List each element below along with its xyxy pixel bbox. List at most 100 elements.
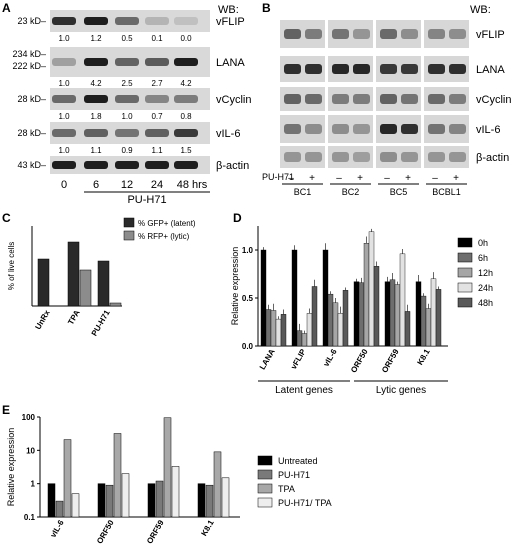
quant-value: 2.7 <box>151 79 163 88</box>
blot-band <box>428 152 445 162</box>
blot-band <box>52 95 76 103</box>
sign-plus: + <box>309 173 315 184</box>
bar <box>296 330 303 347</box>
panel-d: D 0.0 0.5 1.0 Relative expression LANA vFLIP v… <box>230 208 520 398</box>
blot-band <box>115 161 139 169</box>
bar <box>275 318 282 347</box>
blot-band <box>332 64 349 74</box>
group-label: Lytic genes <box>376 385 426 396</box>
quant-value: 0.1 <box>151 34 163 43</box>
kd-marker: 23 kD– <box>17 16 46 26</box>
protein-label: vCyclin <box>216 94 251 106</box>
blot-band <box>305 64 322 74</box>
blot-band <box>284 29 301 39</box>
protein-label: β-actin <box>476 152 509 164</box>
bar <box>109 302 122 307</box>
category-label: PU-H71 <box>90 308 112 338</box>
blot-band <box>115 95 139 103</box>
cell-line-label: BC1 <box>294 187 312 197</box>
timepoint-label: 0 <box>61 179 67 191</box>
blot-strip <box>424 146 469 168</box>
legend-swatch <box>457 267 473 278</box>
bar <box>67 241 80 307</box>
bar <box>425 308 432 347</box>
y-tick-label: 1.0 <box>242 246 254 255</box>
blot-band <box>115 17 139 25</box>
timepoint-label: 48 hrs <box>177 179 208 191</box>
bar <box>373 266 380 347</box>
legend-label: % GFP+ (latent) <box>138 219 196 228</box>
bar <box>322 249 329 347</box>
legend-label: 12h <box>478 268 493 278</box>
blot-band <box>115 129 139 137</box>
blot-band <box>84 58 108 66</box>
panel-b-wb-label: WB: <box>470 4 491 16</box>
bar <box>147 483 156 518</box>
blot-band <box>52 58 76 66</box>
bar <box>399 253 406 347</box>
legend-swatch <box>257 483 273 494</box>
blot-band <box>52 161 76 169</box>
blot-band <box>449 124 466 134</box>
panel-e-chart: 0.1 1 10 100 Relative expression vIL-6 ORF50 OR… <box>6 413 332 545</box>
blot-band <box>115 58 139 66</box>
panel-a: A WB: 23 kD– vFLIP 1.0 1.2 0.5 0.1 0.0 234 kD– 2… <box>0 0 260 205</box>
blot-band <box>449 152 466 162</box>
kd-marker: 222 kD– <box>12 61 46 71</box>
category-label: ORF50 <box>349 347 370 374</box>
bar <box>384 281 391 347</box>
blot-band <box>174 95 198 103</box>
bar <box>221 477 230 518</box>
kd-marker: 43 kD– <box>17 160 46 170</box>
blot-band <box>401 29 418 39</box>
panel-e-letter: E <box>2 403 11 417</box>
timepoint-label: 6 <box>93 179 99 191</box>
protein-label: LANA <box>216 57 245 69</box>
blot-band <box>332 94 349 104</box>
bar <box>213 451 222 518</box>
legend-label: TPA <box>278 484 295 494</box>
bar <box>97 260 110 307</box>
bar <box>327 293 334 347</box>
blot-band <box>174 129 198 137</box>
blot-band <box>305 124 322 134</box>
blot-band <box>380 124 397 134</box>
panel-a-letter: A <box>2 1 11 15</box>
blot-band <box>174 17 198 25</box>
quant-value: 1.1 <box>90 146 102 155</box>
blot-band <box>353 152 370 162</box>
cell-line-label: BCBL1 <box>432 187 461 197</box>
bar <box>71 493 80 518</box>
bar <box>363 243 370 347</box>
legend-swatch <box>257 455 273 466</box>
blot-band <box>84 95 108 103</box>
protein-label: vFLIP <box>216 16 245 28</box>
category-label: TPA <box>66 308 82 326</box>
treatment-label: PU-H71 <box>262 172 294 182</box>
bar <box>260 249 267 347</box>
panel-c-chart: % of live cells UnRx TPA PU-H71 % GFP+ (late… <box>7 217 196 338</box>
category-label: ORF50 <box>95 518 116 545</box>
legend-swatch <box>457 282 473 293</box>
protein-label: vCyclin <box>476 94 511 106</box>
bar <box>389 279 396 347</box>
legend-swatch <box>457 252 473 263</box>
blot-band <box>428 29 445 39</box>
sign-minus: – <box>336 173 342 184</box>
category-label: vIL-6 <box>49 518 66 539</box>
quant-value: 0.8 <box>180 112 192 121</box>
sign-plus: + <box>405 173 411 184</box>
kd-marker: 234 kD– <box>12 49 46 59</box>
bar <box>430 278 437 347</box>
blot-band <box>174 58 198 66</box>
category-label: vIL-6 <box>322 347 339 368</box>
blot-band <box>84 161 108 169</box>
blot-band <box>84 17 108 25</box>
blot-band <box>380 94 397 104</box>
bar <box>37 258 50 307</box>
group-label: Latent genes <box>275 385 333 396</box>
bar <box>171 466 180 518</box>
bar <box>358 282 365 347</box>
bar <box>332 302 339 347</box>
